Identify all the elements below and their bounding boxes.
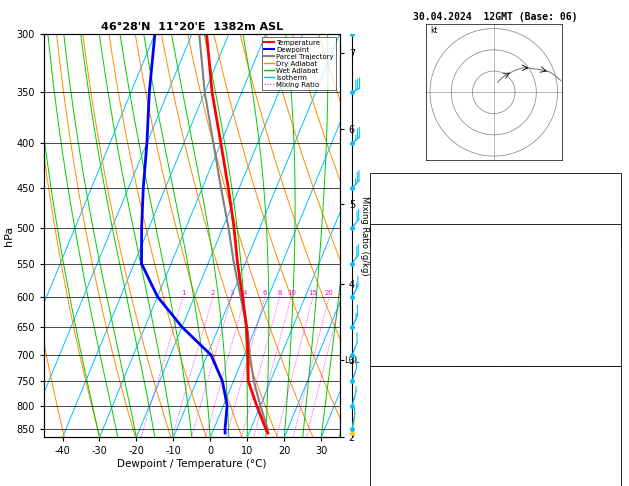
Text: 3.5: 3.5 <box>597 271 613 280</box>
Text: 25: 25 <box>337 290 346 295</box>
Text: 20: 20 <box>325 290 333 295</box>
Text: CIN (J): CIN (J) <box>378 483 416 486</box>
Text: 317: 317 <box>597 294 613 303</box>
Title: 46°28'N  11°20'E  1382m ASL: 46°28'N 11°20'E 1382m ASL <box>101 22 283 32</box>
Text: 81: 81 <box>602 460 613 469</box>
Text: Totals Totals: Totals Totals <box>378 198 448 208</box>
Text: 867: 867 <box>597 390 613 399</box>
Text: K: K <box>378 175 383 184</box>
Text: 1: 1 <box>181 290 186 295</box>
Text: Dewp (°C): Dewp (°C) <box>378 271 426 280</box>
Text: 4: 4 <box>243 290 247 295</box>
Text: 8: 8 <box>277 290 282 295</box>
Text: CAPE (J): CAPE (J) <box>378 341 421 350</box>
Text: Surface: Surface <box>477 224 514 233</box>
Text: CIN (J): CIN (J) <box>378 364 416 373</box>
Text: Temp (°C): Temp (°C) <box>378 247 426 257</box>
Text: Most Unstable: Most Unstable <box>460 366 530 376</box>
Text: 2: 2 <box>211 290 215 295</box>
Text: 1: 1 <box>608 436 613 446</box>
Text: 15: 15 <box>309 290 318 295</box>
Text: 3: 3 <box>230 290 234 295</box>
Text: 47: 47 <box>602 198 613 208</box>
Text: 1: 1 <box>608 317 613 327</box>
Text: 30.04.2024  12GMT (Base: 06): 30.04.2024 12GMT (Base: 06) <box>413 12 577 22</box>
Text: θₑ(K): θₑ(K) <box>378 294 404 303</box>
Text: 81: 81 <box>602 341 613 350</box>
Bar <box>370 366 621 486</box>
Text: θₑ (K): θₑ (K) <box>378 413 410 422</box>
Text: 15.1: 15.1 <box>591 247 613 257</box>
Text: 1.14: 1.14 <box>591 222 613 231</box>
Bar <box>370 173 621 247</box>
Text: 317: 317 <box>597 413 613 422</box>
Text: 0: 0 <box>608 364 613 373</box>
Text: 0: 0 <box>608 483 613 486</box>
Text: 10: 10 <box>287 290 296 295</box>
Text: © weatheronline.co.uk: © weatheronline.co.uk <box>443 469 548 479</box>
Text: kt: kt <box>430 26 438 35</box>
Legend: Temperature, Dewpoint, Parcel Trajectory, Dry Adiabat, Wet Adiabat, Isotherm, Mi: Temperature, Dewpoint, Parcel Trajectory… <box>262 37 336 90</box>
Y-axis label: Mixing Ratio (g/kg): Mixing Ratio (g/kg) <box>360 196 369 276</box>
Text: LCL: LCL <box>344 356 359 365</box>
Y-axis label: hPa: hPa <box>4 226 14 246</box>
Text: 26: 26 <box>602 175 613 184</box>
Text: 6: 6 <box>263 290 267 295</box>
Text: PW (cm): PW (cm) <box>378 222 416 231</box>
Text: CAPE (J): CAPE (J) <box>378 460 421 469</box>
Text: Pressure (mb): Pressure (mb) <box>378 390 448 399</box>
Text: Lifted Index: Lifted Index <box>378 317 442 327</box>
Bar <box>370 224 621 366</box>
X-axis label: Dewpoint / Temperature (°C): Dewpoint / Temperature (°C) <box>117 459 267 469</box>
Text: Lifted Index: Lifted Index <box>378 436 442 446</box>
